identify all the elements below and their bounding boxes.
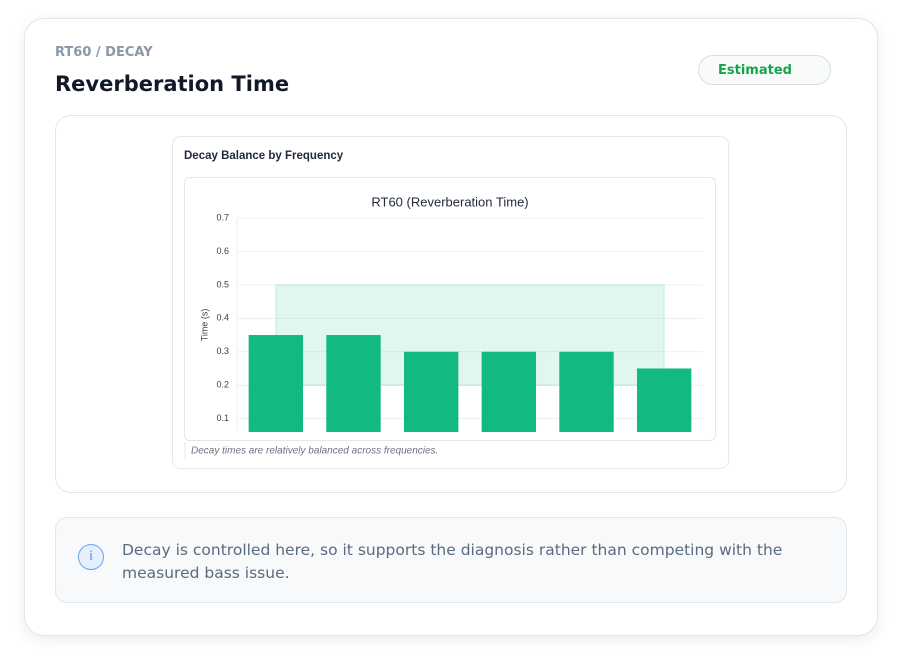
y-tick-label: 0.2 [216,380,229,390]
panel-heading: Decay Balance by Frequency [184,150,344,162]
y-tick-label: 0.5 [216,279,229,289]
y-tick-label: 0.6 [216,246,229,256]
info-box [55,517,847,603]
eyebrow: RT60 / DECAY [55,45,153,60]
status-badge: Estimated [698,55,831,85]
chart-panel [55,115,847,493]
y-tick-label: 0.3 [216,346,229,356]
chart-title: RT60 (Reverberation Time) [371,194,528,209]
y-tick-label: 0.1 [216,413,229,423]
bar [636,368,692,432]
info-icon: i [78,544,104,570]
info-text: Decay is controlled here, so it supports… [122,541,783,582]
chart: Decay Balance by Frequency RT60 (Reverbe… [172,136,729,469]
bar [248,335,304,432]
y-tick-label: 0.7 [216,212,229,222]
card-title: Reverberation Time [55,72,290,96]
bar [403,351,459,432]
bar [326,335,381,432]
y-axis-label: Time (s) [199,309,209,342]
bar [481,351,537,432]
bar [559,351,614,432]
chart-note: Decay times are relatively balanced acro… [191,446,438,457]
y-tick-label: 0.4 [216,313,229,323]
